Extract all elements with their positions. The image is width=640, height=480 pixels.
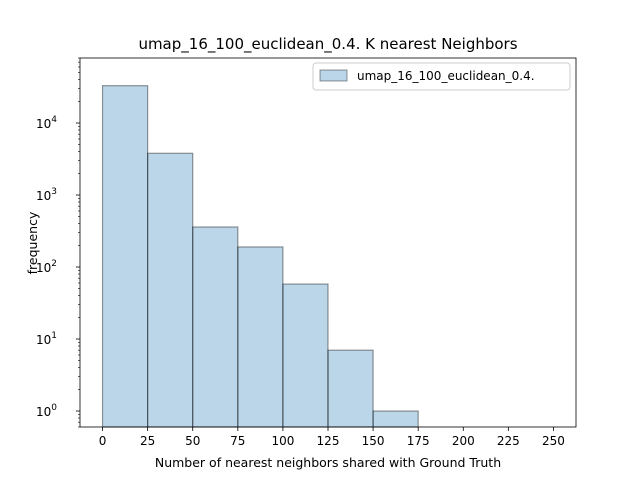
plot-frame bbox=[79, 57, 577, 428]
histogram-bar-6 bbox=[372, 410, 419, 428]
histogram-bar-5 bbox=[327, 349, 374, 428]
histogram-bar-3 bbox=[237, 246, 284, 428]
y-tick-exponent: 1 bbox=[51, 331, 57, 341]
y-tick-label: 101 bbox=[36, 331, 57, 347]
x-tick-label: 225 bbox=[497, 434, 520, 448]
plot-area bbox=[101, 85, 419, 428]
y-tick-exponent: 2 bbox=[51, 259, 57, 269]
y-tick-exponent: 0 bbox=[51, 403, 57, 413]
y-tick-exponent: 4 bbox=[51, 115, 57, 125]
x-tick-label: 50 bbox=[185, 434, 200, 448]
x-tick-label: 125 bbox=[317, 434, 340, 448]
chart-title: umap_16_100_euclidean_0.4. K nearest Nei… bbox=[138, 35, 517, 54]
y-tick-label: 104 bbox=[36, 115, 57, 131]
histogram-bar-0 bbox=[101, 85, 149, 428]
y-axis-label: frequency bbox=[25, 211, 40, 274]
legend-label: umap_16_100_euclidean_0.4. bbox=[357, 69, 535, 83]
legend: umap_16_100_euclidean_0.4. bbox=[312, 62, 571, 91]
x-tick-label: 150 bbox=[362, 434, 385, 448]
legend-swatch bbox=[319, 69, 348, 82]
x-tick-label: 100 bbox=[271, 434, 294, 448]
x-tick-label: 75 bbox=[230, 434, 245, 448]
x-tick-label: 200 bbox=[452, 434, 475, 448]
histogram-bar-1 bbox=[147, 152, 194, 428]
histogram-bar-2 bbox=[192, 226, 239, 428]
y-tick-label: 103 bbox=[36, 187, 57, 203]
y-tick-exponent: 3 bbox=[51, 187, 57, 197]
x-axis-label: Number of nearest neighbors shared with … bbox=[155, 455, 501, 470]
x-tick-label: 25 bbox=[140, 434, 155, 448]
y-tick-label: 100 bbox=[36, 403, 57, 419]
x-tick-label: 0 bbox=[99, 434, 107, 448]
x-tick-label: 250 bbox=[542, 434, 565, 448]
histogram-bar-4 bbox=[282, 283, 329, 428]
legend-frame bbox=[312, 62, 571, 91]
x-tick-label: 175 bbox=[407, 434, 430, 448]
